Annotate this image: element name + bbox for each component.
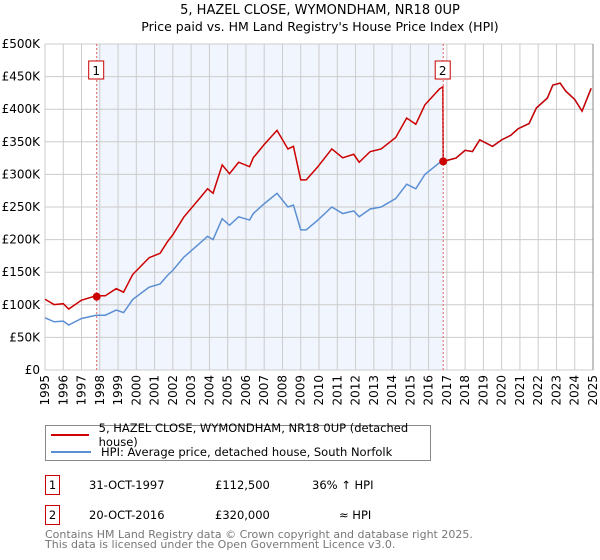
x-tick-label: 2022 — [531, 375, 545, 406]
legend-label: 5, HAZEL CLOSE, WYMONDHAM, NR18 0UP (det… — [98, 421, 409, 449]
y-tick-label: £250K — [2, 200, 42, 214]
x-tick-label: 2007 — [257, 375, 271, 406]
y-tick-label: £100K — [2, 298, 42, 312]
x-tick-label: 2008 — [275, 375, 289, 406]
sale-number-badge: 1 — [45, 475, 60, 495]
x-tick-label: 2010 — [312, 375, 326, 406]
sale-hpi-compare: 36% ↑ HPI — [312, 478, 374, 492]
x-tick-label: 2024 — [568, 375, 582, 406]
footer-copyright: Contains HM Land Registry data © Crown c… — [45, 528, 473, 541]
x-tick-label: 2020 — [495, 375, 509, 406]
sale-point — [92, 292, 101, 301]
x-tick-label: 2004 — [202, 375, 216, 406]
sale-number-badge: 2 — [45, 505, 60, 525]
sale-price: £112,500 — [215, 478, 270, 492]
x-tick-label: 2009 — [294, 375, 308, 406]
x-tick-label: 2015 — [403, 375, 417, 406]
x-tick-label: 2019 — [476, 375, 490, 406]
x-tick-label: 1999 — [111, 375, 125, 406]
legend-label: HPI: Average price, detached house, Sout… — [101, 445, 393, 459]
blue-line-swatch — [51, 451, 91, 453]
x-tick-label: 2013 — [367, 375, 381, 406]
sale-label: 1 — [92, 64, 100, 78]
x-tick-label: 2003 — [184, 375, 198, 406]
sale-date: 20-OCT-2016 — [89, 508, 165, 522]
chart-subtitle: Price paid vs. HM Land Registry's House … — [141, 19, 498, 34]
x-tick-label: 2011 — [330, 375, 344, 406]
sale-label-box — [88, 60, 105, 80]
footer-licence: This data is licensed under the Open Gov… — [45, 538, 396, 551]
footer: Contains HM Land Registry data © Crown c… — [45, 528, 473, 551]
x-tick-label: 2017 — [440, 375, 454, 406]
x-tick-label: 1998 — [93, 375, 107, 406]
sale-price: £320,000 — [215, 508, 270, 522]
y-tick-label: £200K — [2, 233, 42, 247]
price-chart: 5, HAZEL CLOSE, WYMONDHAM, NR18 0UP Pric… — [2, 3, 600, 406]
x-tick-label: 2002 — [166, 375, 180, 406]
y-tick-label: £400K — [2, 102, 42, 116]
x-tick-label: 2018 — [458, 375, 472, 406]
x-tick-label: 2001 — [148, 375, 162, 406]
x-tick-label: 2016 — [422, 375, 436, 406]
legend-item-hpi: HPI: Average price, detached house, Sout… — [51, 444, 392, 460]
red-line-swatch — [51, 434, 89, 436]
sale-point — [439, 157, 448, 166]
x-tick-label: 2006 — [239, 375, 253, 406]
y-tick-label: £0 — [25, 363, 40, 377]
y-tick-label: £500K — [2, 37, 42, 51]
sale-date: 31-OCT-1997 — [89, 478, 165, 492]
x-tick-label: 1995 — [38, 375, 52, 406]
x-tick-label: 2025 — [586, 375, 600, 406]
x-tick-label: 2023 — [549, 375, 563, 406]
legend-item-property: 5, HAZEL CLOSE, WYMONDHAM, NR18 0UP (det… — [51, 421, 430, 449]
y-tick-label: £450K — [2, 70, 42, 84]
x-tick-label: 1996 — [56, 375, 70, 406]
sale-label-box — [434, 60, 451, 80]
x-tick-label: 2005 — [221, 375, 235, 406]
x-tick-label: 2021 — [513, 375, 527, 406]
y-tick-label: £350K — [2, 135, 42, 149]
sale-hpi-compare: ≈ HPI — [339, 508, 372, 522]
chart-title: 5, HAZEL CLOSE, WYMONDHAM, NR18 0UP — [180, 3, 460, 18]
property-series-line — [44, 82, 592, 310]
x-tick-label: 2012 — [349, 375, 363, 406]
legend: 5, HAZEL CLOSE, WYMONDHAM, NR18 0UP (det… — [45, 421, 431, 461]
x-tick-label: 2014 — [385, 375, 399, 406]
sale-label: 2 — [439, 64, 447, 78]
x-tick-label: 1997 — [75, 375, 89, 406]
y-tick-label: £50K — [9, 330, 41, 344]
y-tick-label: £300K — [2, 167, 42, 181]
y-tick-label: £150K — [2, 265, 42, 279]
x-tick-label: 2000 — [129, 375, 143, 406]
